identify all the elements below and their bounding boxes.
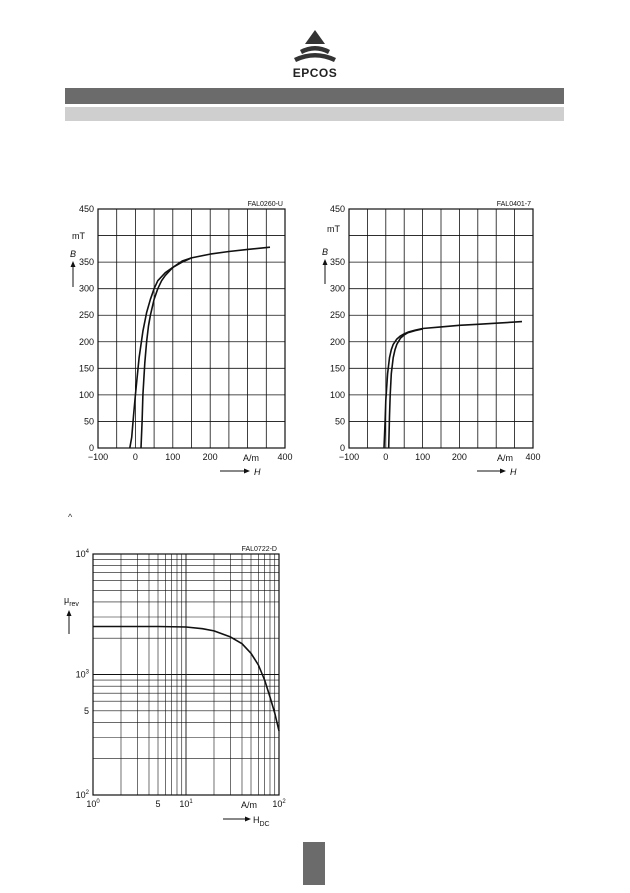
series-line-1 (93, 625, 280, 732)
y-tick-label: 100 (330, 390, 345, 400)
x-tick-label: 100 (415, 452, 430, 462)
y-tick-label: 103 (76, 670, 90, 680)
chart-fal0722-d: FAL0722-D 102 5 103 104 100 5 101 102 μrev A/m… (64, 546, 286, 828)
x-axis-arrow-icon (220, 468, 250, 474)
series-line-1 (129, 246, 271, 449)
x-tick-label: 200 (452, 452, 467, 462)
x-axis-label: H (510, 467, 517, 477)
header-bar (65, 88, 564, 104)
x-tick-label: 100 (86, 799, 100, 809)
y-tick-labels: 102 5 103 104 (76, 549, 90, 800)
x-tick-label: 101 (179, 799, 193, 809)
y-tick-label: 200 (79, 337, 94, 347)
series-group (383, 320, 523, 449)
x-tick-label: 0 (133, 452, 138, 462)
y-tick-labels: 0 50 100 150 200 250 300 350 450 (330, 204, 345, 453)
y-unit-label: mT (72, 231, 85, 241)
y-tick-label: 102 (76, 790, 90, 800)
y-tick-label: 450 (79, 204, 94, 214)
grid (93, 554, 279, 795)
x-axis-label-main: H (253, 815, 260, 825)
x-axis-arrow-icon (477, 468, 506, 474)
subheader-bar (65, 107, 564, 121)
y-unit-label: mT (327, 224, 340, 234)
y-tick-label: 0 (89, 443, 94, 453)
y-tick-label: 150 (330, 363, 345, 373)
x-tick-label: 200 (203, 452, 218, 462)
epcos-logo-icon (294, 30, 336, 62)
y-axis-label-sub: rev (69, 601, 79, 608)
x-tick-label: 102 (272, 799, 286, 809)
y-tick-label: 350 (79, 257, 94, 267)
brand-name: EPCOS (292, 66, 338, 80)
y-tick-label: 100 (79, 390, 94, 400)
series-group (93, 625, 280, 732)
x-tick-label: −100 (88, 452, 108, 462)
chart-code: FAL0260-U (248, 201, 283, 208)
x-tick-label: 0 (383, 452, 388, 462)
x-tick-label: 400 (525, 452, 540, 462)
y-axis-label: B (70, 249, 76, 259)
x-unit-label: A/m (243, 453, 259, 463)
x-tick-label: 5 (155, 799, 160, 809)
y-axis-arrow-icon (322, 259, 328, 284)
series-group (129, 246, 271, 449)
y-tick-label: 300 (330, 284, 345, 294)
x-axis-label-sub: DC (260, 821, 270, 828)
y-tick-label: 350 (330, 257, 345, 267)
y-axis-arrow-icon (70, 261, 76, 287)
x-unit-label: A/m (241, 800, 257, 810)
series-line-2 (387, 328, 423, 449)
y-tick-labels: 0 50 100 150 200 250 300 350 450 (79, 204, 94, 453)
x-tick-labels: −100 0 100 200 400 (339, 452, 541, 462)
y-tick-label: 5 (84, 706, 89, 716)
x-tick-labels: 100 5 101 102 (86, 799, 286, 809)
x-tick-label: 100 (165, 452, 180, 462)
chart-code: FAL0722-D (242, 546, 277, 553)
x-axis-arrow-icon (223, 816, 251, 822)
y-tick-label: 104 (76, 549, 90, 559)
y-axis-label: B (322, 247, 328, 257)
y-tick-label: 0 (340, 443, 345, 453)
tiny-mark: ^ (68, 512, 73, 522)
y-axis-arrow-icon (66, 610, 72, 634)
y-tick-label: 150 (79, 363, 94, 373)
chart-code: FAL0401-7 (497, 201, 531, 208)
y-axis-label-main: μ (64, 595, 69, 605)
y-tick-label: 50 (335, 416, 345, 426)
x-unit-label: A/m (497, 453, 513, 463)
y-axis-label: μrev (64, 595, 79, 608)
x-tick-label: −100 (339, 452, 359, 462)
y-tick-label: 450 (330, 204, 345, 214)
x-tick-labels: −100 0 100 200 400 (88, 452, 293, 462)
y-tick-label: 250 (79, 310, 94, 320)
series-line-1 (383, 320, 523, 449)
y-tick-label: 250 (330, 310, 345, 320)
grid (98, 209, 285, 448)
y-tick-label: 200 (330, 337, 345, 347)
series-line-2 (140, 257, 192, 449)
y-tick-label: 300 (79, 284, 94, 294)
y-tick-label: 50 (84, 416, 94, 426)
x-tick-label: 400 (277, 452, 292, 462)
x-axis-label: HDC (253, 815, 270, 828)
page-number-box (303, 842, 325, 885)
x-axis-label: H (254, 467, 261, 477)
